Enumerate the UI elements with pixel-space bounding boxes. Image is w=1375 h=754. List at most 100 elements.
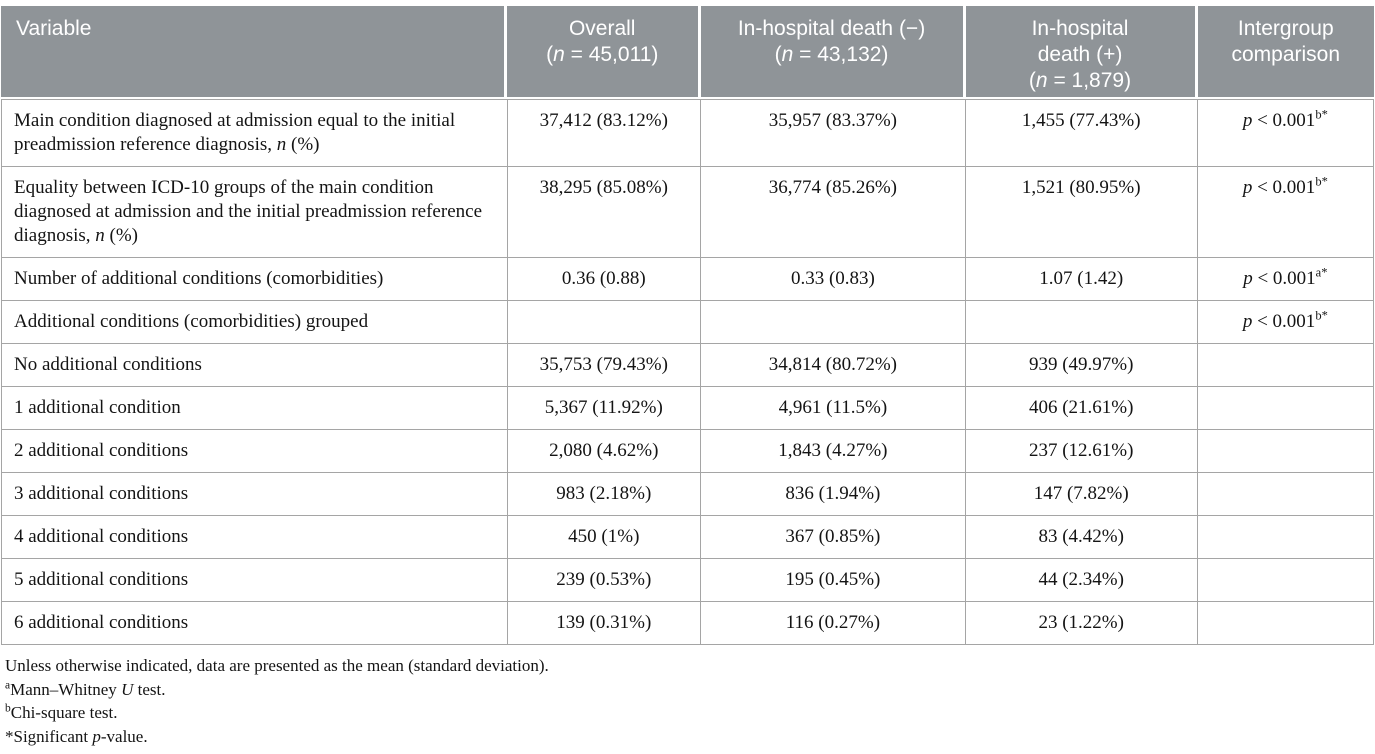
- header-variable: Variable: [1, 6, 507, 97]
- table-row: Additional conditions (comorbidities) gr…: [1, 300, 1375, 344]
- death-positive-cell: 1,521 (80.95%): [964, 166, 1198, 258]
- footnote-text: Unless otherwise indicated, data are pre…: [5, 656, 549, 675]
- variable-cell: 2 additional conditions: [1, 429, 508, 473]
- count-rest: = 43,132): [793, 43, 889, 66]
- p-superscript: b*: [1315, 174, 1328, 189]
- header-death-positive-title-line1: In-hospital: [1031, 17, 1129, 40]
- variable-cell: Additional conditions (comorbidities) gr…: [1, 300, 508, 344]
- variable-cell: 1 additional condition: [1, 386, 508, 430]
- overall-cell: 5,367 (11.92%): [506, 386, 702, 430]
- count-rest: = 1,879): [1047, 69, 1132, 92]
- footnote-general: Unless otherwise indicated, data are pre…: [5, 654, 1370, 678]
- variable-text-post: (%): [286, 134, 320, 155]
- variable-cell: No additional conditions: [1, 343, 508, 387]
- table-row: 3 additional conditions 983 (2.18%) 836 …: [1, 472, 1375, 516]
- header-body-gap: [1, 97, 1374, 99]
- table-row: 5 additional conditions 239 (0.53%) 195 …: [1, 558, 1375, 602]
- death-negative-cell: 116 (0.27%): [700, 601, 966, 645]
- death-positive-cell: 83 (4.42%): [964, 515, 1198, 559]
- count-rest: = 45,011): [564, 43, 659, 66]
- overall-cell: 38,295 (85.08%): [506, 166, 702, 258]
- footnote-text: *Significant: [5, 726, 93, 746]
- variable-text: 3 additional conditions: [14, 483, 189, 504]
- variable-text: 5 additional conditions: [14, 569, 189, 590]
- header-death-negative-count: (n = 43,132): [701, 42, 963, 68]
- count-n: n: [781, 43, 794, 66]
- count-open: (: [546, 43, 554, 66]
- table-row: 1 additional condition 5,367 (11.92%) 4,…: [1, 386, 1375, 430]
- count-n: n: [553, 43, 565, 66]
- death-negative-cell: 836 (1.94%): [700, 472, 966, 516]
- intergroup-comparison-cell: p < 0.001b*: [1196, 300, 1375, 344]
- table-body: Main condition diagnosed at admission eq…: [1, 99, 1375, 645]
- variable-cell: 3 additional conditions: [1, 472, 508, 516]
- table-row: No additional conditions 35,753 (79.43%)…: [1, 343, 1375, 387]
- death-negative-cell: 0.33 (0.83): [700, 257, 966, 301]
- p-comparison: < 0.001: [1252, 311, 1316, 332]
- overall-cell: 450 (1%): [506, 515, 702, 559]
- footnote-italic: p: [92, 726, 101, 746]
- footnote-italic: U: [121, 679, 134, 699]
- footnote-marker: b: [5, 702, 11, 715]
- death-negative-cell: 36,774 (85.26%): [700, 166, 966, 258]
- header-intergroup-line1: Intergroup: [1237, 17, 1334, 40]
- footnote-significant: *Significant p-value.: [5, 725, 1370, 749]
- table-row: Number of additional conditions (comorbi…: [1, 257, 1375, 301]
- intergroup-comparison-cell: [1196, 515, 1375, 559]
- intergroup-comparison-cell: [1196, 429, 1375, 473]
- death-positive-cell: 1,455 (77.43%): [964, 99, 1198, 167]
- footnote-text-post: -value.: [100, 726, 148, 746]
- p-symbol: p: [1242, 311, 1253, 332]
- variable-cell: Equality between ICD-10 groups of the ma…: [1, 166, 508, 258]
- death-positive-cell: 939 (49.97%): [964, 343, 1198, 387]
- header-death-negative-title: In-hospital death (−): [737, 17, 926, 40]
- intergroup-comparison-cell: [1196, 601, 1375, 645]
- death-positive-cell: 406 (21.61%): [964, 386, 1198, 430]
- p-comparison: < 0.001: [1252, 177, 1316, 198]
- table-row: 2 additional conditions 2,080 (4.62%) 1,…: [1, 429, 1375, 473]
- overall-cell: 2,080 (4.62%): [506, 429, 702, 473]
- intergroup-comparison-cell: p < 0.001b*: [1196, 99, 1375, 167]
- variable-cell: 4 additional conditions: [1, 515, 508, 559]
- variable-italic: n: [276, 134, 287, 155]
- death-positive-cell: 1.07 (1.42): [964, 257, 1198, 301]
- overall-cell: 983 (2.18%): [506, 472, 702, 516]
- footnote-text: Mann–Whitney: [10, 679, 122, 699]
- overall-cell: 0.36 (0.88): [506, 257, 702, 301]
- p-superscript: b*: [1315, 308, 1328, 323]
- intergroup-comparison-cell: p < 0.001b*: [1196, 166, 1375, 258]
- death-negative-cell: 34,814 (80.72%): [700, 343, 966, 387]
- header-overall-title: Overall: [568, 17, 636, 40]
- header-overall: Overall (n = 45,011): [506, 6, 701, 97]
- intergroup-comparison-cell: [1196, 472, 1375, 516]
- count-open: (: [1028, 69, 1036, 92]
- variable-text: Number of additional conditions (comorbi…: [14, 268, 384, 289]
- count-n: n: [1035, 69, 1048, 92]
- header-overall-count: (n = 45,011): [507, 42, 698, 68]
- intergroup-comparison-cell: [1196, 343, 1375, 387]
- variable-text: 6 additional conditions: [14, 612, 189, 633]
- p-symbol: p: [1242, 177, 1253, 198]
- variable-cell: Number of additional conditions (comorbi…: [1, 257, 508, 301]
- death-negative-cell: 35,957 (83.37%): [700, 99, 966, 167]
- overall-cell: 239 (0.53%): [506, 558, 702, 602]
- table-row: 6 additional conditions 139 (0.31%) 116 …: [1, 601, 1375, 645]
- variable-cell: Main condition diagnosed at admission eq…: [1, 99, 508, 167]
- variable-text: 2 additional conditions: [14, 440, 189, 461]
- death-negative-cell: [700, 300, 966, 344]
- overall-cell: 35,753 (79.43%): [506, 343, 702, 387]
- table-row: Main condition diagnosed at admission eq…: [1, 99, 1375, 167]
- intergroup-comparison-cell: p < 0.001a*: [1196, 257, 1375, 301]
- table-header: Variable Overall (n = 45,011) In-hospita…: [1, 6, 1374, 97]
- header-death-positive-title-line2: death (+): [1037, 43, 1123, 66]
- p-comparison: < 0.001: [1252, 268, 1316, 289]
- header-intergroup-comparison: Intergroup comparison: [1197, 6, 1374, 97]
- overall-cell: 139 (0.31%): [506, 601, 702, 645]
- table-row: 4 additional conditions 450 (1%) 367 (0.…: [1, 515, 1375, 559]
- death-negative-cell: 367 (0.85%): [700, 515, 966, 559]
- footnote-text: Chi-square test.: [10, 703, 118, 722]
- death-negative-cell: 1,843 (4.27%): [700, 429, 966, 473]
- variable-italic: n: [95, 225, 105, 246]
- footnotes: Unless otherwise indicated, data are pre…: [1, 645, 1374, 748]
